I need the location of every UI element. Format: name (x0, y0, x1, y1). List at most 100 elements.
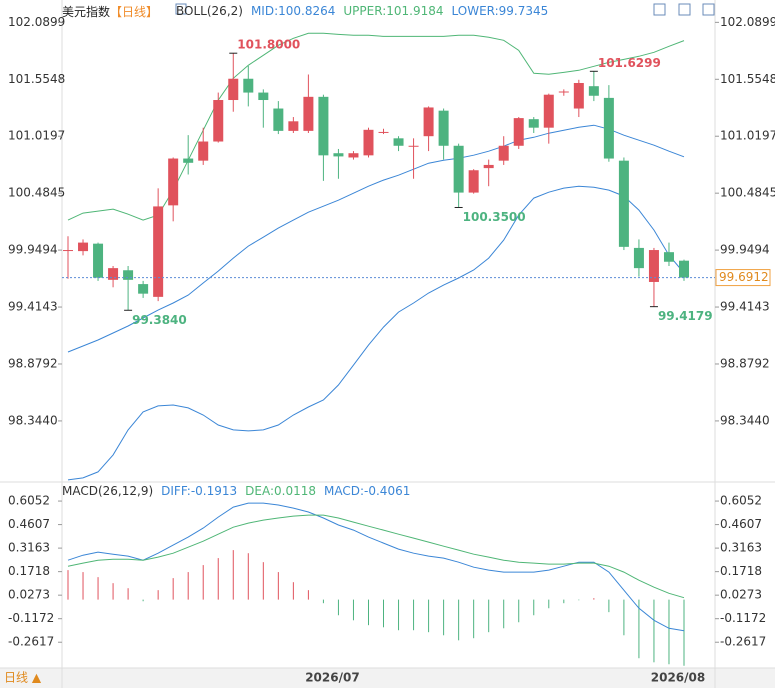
y-tick-label: -0.2617 (8, 635, 54, 649)
y-tick-label: 99.9494 (720, 243, 770, 257)
candle-body (468, 170, 479, 193)
candle-body (183, 158, 194, 163)
title: 美元指数 (62, 4, 111, 19)
y-tick-label: 101.0197 (720, 129, 775, 143)
candle-body (138, 284, 149, 294)
candle-body (198, 141, 209, 161)
candle-body (63, 250, 73, 252)
candle-body (633, 247, 644, 269)
y-tick-label: 99.4143 (720, 300, 770, 314)
y-tick-label: 0.3163 (8, 541, 50, 555)
candle-body (603, 97, 614, 159)
candle-body (663, 252, 674, 262)
candle-body (438, 110, 449, 146)
y-tick-label: -0.1172 (720, 611, 766, 625)
candle-body (483, 164, 494, 169)
candle-body (228, 78, 239, 101)
candle-body (378, 131, 389, 133)
y-tick-label: 99.4143 (8, 300, 58, 314)
icon[interactable] (702, 3, 715, 16)
candle-body (393, 138, 404, 146)
candle-body (213, 100, 224, 142)
y-tick-label: 0.4607 (720, 517, 762, 531)
macd-header: MACD(26,12,9) DIFF:-0.1913 DEA:0.0118 MA… (62, 482, 410, 500)
toolbar-icons (175, 3, 715, 16)
legend-entry: LOWER:99.7345 (451, 4, 549, 18)
y-tick-label: 0.4607 (8, 517, 50, 531)
candle-body (679, 260, 689, 278)
y-tick-label: 101.0197 (8, 129, 65, 143)
legend-entry: DEA:0.0118 (245, 484, 317, 498)
extreme-label: 99.4179 (658, 309, 713, 323)
candle-body (168, 158, 179, 206)
icon (175, 3, 187, 15)
icon[interactable] (678, 3, 691, 16)
y-tick-label: 100.4845 (8, 186, 65, 200)
extreme-label: 100.3500 (463, 210, 526, 224)
indicator: BOLL(26,2) (176, 4, 243, 18)
candle-body (648, 250, 659, 282)
y-tick-label: 102.0899 (8, 15, 65, 29)
x-tick-label: 2026/08 (651, 671, 705, 685)
candle-body (288, 121, 299, 131)
footer-period[interactable]: 日线 ▲ (4, 671, 42, 685)
last-price-box (715, 269, 771, 287)
y-tick-label: -0.1172 (8, 611, 54, 625)
y-tick-label: 100.4845 (720, 186, 775, 200)
y-tick-label: 99.9494 (8, 243, 58, 257)
y-tick-label: 98.3440 (720, 413, 770, 427)
candle-body (588, 86, 599, 96)
candle-body (258, 92, 269, 101)
candle-body (93, 243, 104, 278)
candle-body (453, 145, 464, 193)
y-tick-label: 0.6052 (8, 494, 50, 508)
indicator-line (67, 185, 685, 481)
y-tick-label: -0.2617 (720, 635, 766, 649)
candle-body (153, 206, 164, 297)
y-tick-label: 0.1718 (8, 564, 50, 578)
y-tick-label: 0.1718 (720, 564, 762, 578)
y-tick-label: 0.0273 (8, 588, 50, 602)
candle-body (423, 107, 434, 137)
candle-body (243, 78, 254, 93)
legend-entry: UPPER:101.9184 (343, 4, 444, 18)
y-tick-label: 101.5548 (720, 72, 775, 86)
candle-body (348, 153, 359, 158)
candle-body (303, 96, 314, 131)
candle-body (318, 96, 329, 156)
candle-body (543, 94, 554, 128)
y-tick-label: 0.0273 (720, 588, 762, 602)
legend-entry: DIFF:-0.1913 (161, 484, 238, 498)
candle-body (528, 119, 539, 128)
candle-body (498, 145, 509, 161)
candle-body (123, 270, 134, 280)
candle-body (618, 160, 629, 247)
y-tick-label: 98.8792 (720, 356, 770, 370)
extreme-label: 101.8000 (237, 38, 300, 52)
x-tick-label: 2026/07 (305, 671, 359, 685)
extreme-label: 101.6299 (598, 56, 661, 70)
y-tick-label: 0.6052 (720, 494, 762, 508)
icon[interactable] (653, 3, 666, 16)
legend-entry: MID:100.8264 (250, 4, 336, 18)
y-tick-label: 101.5548 (8, 72, 65, 86)
y-tick-label: 98.8792 (8, 356, 58, 370)
last-price-label: 99.6912 (719, 270, 769, 284)
candle-body (78, 242, 89, 252)
footer-bar (0, 668, 775, 688)
candle-body (108, 268, 119, 280)
period[interactable]: 【日线】 (110, 4, 159, 19)
candle-body (363, 129, 374, 156)
candle-body (513, 118, 524, 146)
indicator-line (67, 502, 685, 632)
candle-body (558, 91, 569, 93)
y-tick-label: 98.3440 (8, 413, 58, 427)
candle-body (408, 145, 419, 147)
candle-body (573, 82, 584, 109)
legend-entry: MACD:-0.4061 (324, 484, 411, 498)
main-header: 美元指数 【日线】 BOLL(26,2) MID:100.8264 UPPER:… (62, 2, 548, 20)
title: MACD(26,12,9) (62, 484, 154, 498)
candle-body (273, 108, 284, 131)
